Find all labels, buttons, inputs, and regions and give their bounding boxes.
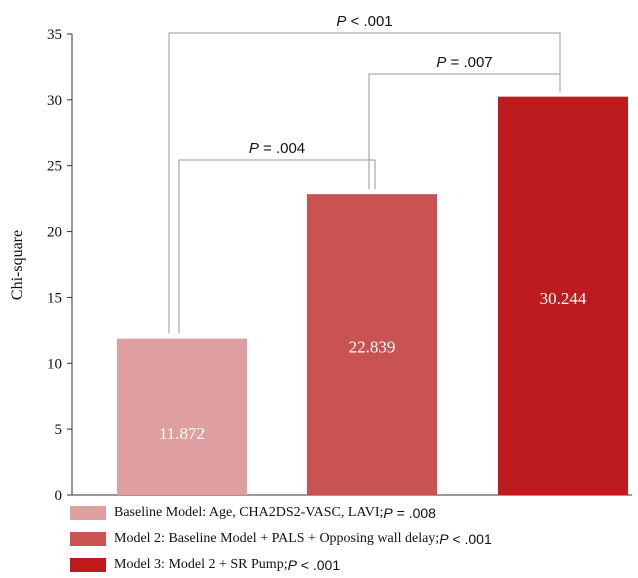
bar — [307, 194, 437, 496]
legend-item: Baseline Model: Age, CHA2DS2-VASC, LAVI;… — [70, 500, 492, 526]
legend-swatch — [70, 506, 106, 520]
legend-label: Baseline Model: Age, CHA2DS2-VASC, LAVI; — [114, 505, 384, 520]
bracket-p-label: P < .001 — [336, 13, 392, 30]
significance-bracket — [168, 32, 561, 334]
y-tick-label: 20 — [47, 225, 62, 241]
legend-p-value: P = .008 — [383, 505, 436, 521]
bracket-p-label: P = .007 — [436, 54, 492, 71]
y-tick-label: 30 — [47, 93, 62, 109]
legend-p-value: P < .001 — [439, 531, 492, 547]
legend-swatch — [70, 558, 106, 572]
bar — [117, 338, 247, 495]
legend-item: Model 2: Baseline Model + PALS + Opposin… — [70, 526, 492, 552]
legend-label: Model 3: Model 2 + SR Pump; — [114, 557, 288, 572]
bracket-p-label: P = .004 — [249, 140, 305, 157]
y-tick-label: 25 — [47, 159, 62, 175]
y-axis-label: Chi-square — [9, 230, 26, 300]
bar-value-label: 30.244 — [540, 289, 587, 308]
significance-bracket — [178, 159, 376, 334]
bar-value-label: 22.839 — [349, 338, 396, 357]
legend-label: Model 2: Baseline Model + PALS + Opposin… — [114, 531, 440, 546]
y-tick-label: 5 — [55, 422, 63, 438]
bar — [498, 96, 628, 495]
y-tick-label: 35 — [47, 27, 62, 43]
bar-value-label: 11.872 — [159, 424, 205, 443]
legend-swatch — [70, 532, 106, 546]
y-tick-label: 15 — [47, 290, 62, 306]
y-tick-label: 10 — [47, 356, 62, 372]
legend: Baseline Model: Age, CHA2DS2-VASC, LAVI;… — [70, 500, 492, 578]
legend-p-value: P < .001 — [287, 557, 341, 573]
legend-item: Model 3: Model 2 + SR Pump; P < .001 — [70, 552, 492, 578]
y-tick-label: 0 — [55, 488, 63, 504]
